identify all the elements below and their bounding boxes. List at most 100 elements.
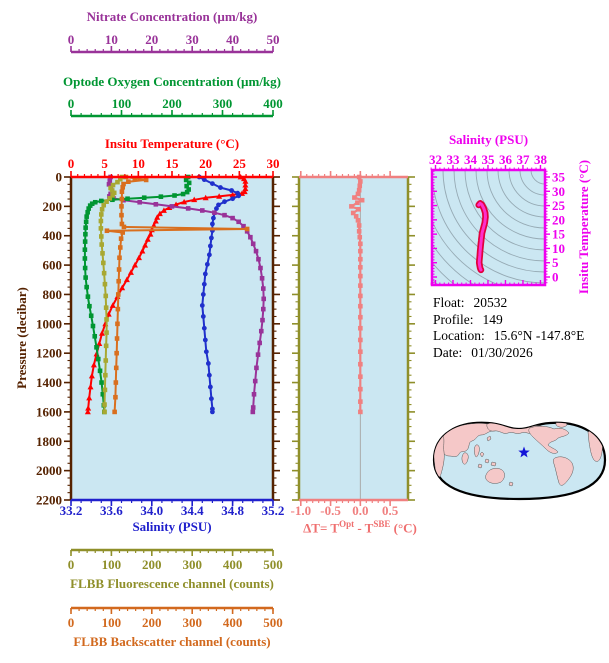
svg-text:0: 0 [68, 615, 75, 630]
svg-text:300: 300 [182, 615, 202, 630]
svg-text:25: 25 [233, 156, 247, 171]
svg-text:300: 300 [182, 557, 202, 572]
float-info-line: Float: 20532 [433, 295, 584, 312]
svg-text:1000: 1000 [36, 316, 62, 331]
map-land [434, 422, 603, 487]
delta-t-title-sup-opt: Opt [339, 519, 355, 529]
svg-text:0: 0 [68, 557, 75, 572]
svg-text:100: 100 [102, 557, 122, 572]
series-fluorescence [98, 174, 125, 415]
svg-text:500: 500 [263, 615, 283, 630]
svg-text:35: 35 [481, 152, 495, 167]
date-value: 01/30/2026 [471, 344, 533, 360]
svg-text:400: 400 [223, 557, 243, 572]
delta-t-title-part: - T [354, 520, 374, 536]
svg-text:38: 38 [534, 152, 548, 167]
svg-text:35: 35 [552, 170, 566, 185]
svg-text:30: 30 [267, 156, 280, 171]
svg-text:1600: 1600 [36, 404, 62, 419]
svg-text:0: 0 [68, 96, 75, 111]
float-label: Float: [433, 295, 465, 310]
svg-text:34.8: 34.8 [221, 503, 244, 518]
profile-label: Profile: [433, 311, 474, 327]
ts-salinity-axis-title: Salinity (PSU) [448, 132, 529, 147]
date-label: Date: [433, 344, 463, 360]
svg-text:15: 15 [552, 227, 566, 242]
svg-text:20: 20 [145, 32, 158, 47]
svg-text:2200: 2200 [36, 493, 62, 508]
svg-text:33.6: 33.6 [100, 503, 123, 518]
profile-value: 149 [482, 311, 503, 327]
fluorescence-axis-title: FLBB Fluorescence channel (counts) [70, 576, 274, 591]
svg-text:2000: 2000 [36, 463, 62, 478]
oxygen-axis-title: Optode Oxygen Concentration (µm/kg) [62, 74, 281, 89]
svg-text:200: 200 [162, 96, 182, 111]
ts-temperature-axis-title: Insitu Temperature (°C) [576, 159, 591, 295]
svg-text:25: 25 [552, 198, 566, 213]
svg-text:36: 36 [499, 152, 513, 167]
svg-text:35.2: 35.2 [262, 503, 285, 518]
svg-text:0.5: 0.5 [382, 503, 399, 518]
svg-text:1200: 1200 [36, 346, 62, 361]
delta-t-plot-area: -1.0 -0.5 0.0 0.5 [290, 171, 415, 518]
location-label: Location: [433, 328, 485, 343]
svg-text:33.2: 33.2 [60, 503, 83, 518]
svg-text:400: 400 [223, 615, 243, 630]
svg-text:-0.5: -0.5 [320, 503, 341, 518]
series-backscatter [104, 174, 250, 415]
svg-text:33: 33 [446, 152, 460, 167]
svg-text:100: 100 [112, 96, 132, 111]
svg-text:0: 0 [68, 156, 75, 171]
backscatter-scale-bar: 0 100 200 300 400 500 [68, 606, 283, 630]
svg-text:0: 0 [68, 32, 75, 47]
backscatter-axis-title: FLBB Backscatter channel (counts) [73, 634, 271, 649]
fluorescence-scale-bar: 0 100 200 300 400 500 [68, 548, 283, 572]
nitrate-scale-bar: 0 10 20 30 40 50 [68, 32, 280, 54]
delta-t-title-part: ΔT= T [303, 520, 340, 536]
svg-text:20: 20 [199, 156, 212, 171]
series-delta-t [349, 174, 365, 415]
svg-text:300: 300 [213, 96, 233, 111]
float-info-line: Location: 15.6°N -147.8°E [433, 328, 584, 345]
float-info-line: Date: 01/30/2026 [433, 345, 584, 362]
svg-text:30: 30 [186, 32, 199, 47]
svg-text:34.4: 34.4 [181, 503, 204, 518]
svg-text:37: 37 [516, 152, 530, 167]
svg-text:40: 40 [226, 32, 239, 47]
svg-text:200: 200 [142, 615, 162, 630]
svg-text:200: 200 [43, 199, 63, 214]
svg-text:34: 34 [464, 152, 478, 167]
svg-text:1800: 1800 [36, 434, 62, 449]
svg-text:10: 10 [105, 32, 118, 47]
svg-text:34.0: 34.0 [140, 503, 163, 518]
oxygen-scale-bar: 0 100 200 300 400 [68, 96, 283, 118]
svg-text:5: 5 [552, 255, 559, 270]
pressure-axis-title: Pressure (decibar) [14, 287, 29, 389]
float-value: 20532 [473, 295, 508, 310]
svg-text:0: 0 [56, 170, 63, 185]
svg-text:20: 20 [552, 212, 565, 227]
svg-text:500: 500 [263, 557, 283, 572]
svg-text:400: 400 [263, 96, 283, 111]
svg-text:600: 600 [43, 258, 63, 273]
ts-profile-curve [475, 200, 489, 274]
float-info-line: Profile: 149 [433, 312, 584, 329]
delta-t-title-sup-sbe: SBE [373, 519, 391, 529]
svg-text:-1.0: -1.0 [290, 503, 311, 518]
salinity-axis-title: Salinity (PSU) [132, 519, 212, 534]
delta-t-axis-title: ΔT= TOpt - TSBE (°C) [280, 519, 440, 536]
series-temperature [84, 173, 249, 415]
location-star-icon [518, 446, 530, 458]
svg-text:15: 15 [166, 156, 180, 171]
svg-text:0.0: 0.0 [352, 503, 368, 518]
svg-text:800: 800 [43, 287, 63, 302]
float-info: Float: 20532 Profile: 149 Location: 15.6°N … [433, 295, 584, 361]
svg-text:10: 10 [552, 241, 565, 256]
svg-text:0: 0 [552, 270, 559, 285]
svg-text:10: 10 [132, 156, 145, 171]
svg-text:50: 50 [267, 32, 280, 47]
temperature-axis-title: Insitu Temperature (°C) [104, 136, 240, 151]
svg-text:1400: 1400 [36, 375, 62, 390]
main-plot-area: 0200400600800100012001400160018002000220… [36, 156, 284, 518]
